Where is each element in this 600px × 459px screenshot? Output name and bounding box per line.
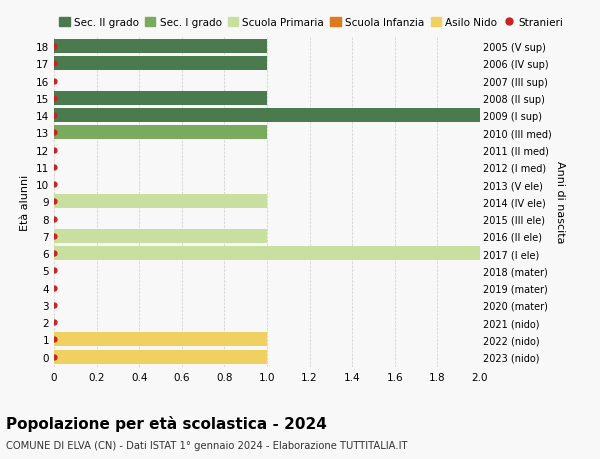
Bar (54, 92, 267, 106)
Legend: Sec. II grado, Sec. I grado, Scuola Primaria, Scuola Infanzia, Asilo Nido, Stran: Sec. II grado, Sec. I grado, Scuola Prim… (59, 18, 563, 28)
Bar (54, 40, 267, 54)
Bar (54, 109, 480, 123)
Text: Popolazione per età scolastica - 2024: Popolazione per età scolastica - 2024 (6, 415, 327, 431)
Bar (54, 230, 267, 243)
Bar (54, 57, 267, 71)
Bar (54, 350, 267, 364)
Bar (54, 126, 267, 140)
Bar (54, 195, 267, 209)
Y-axis label: Età alunni: Età alunni (20, 174, 31, 230)
Text: COMUNE DI ELVA (CN) - Dati ISTAT 1° gennaio 2024 - Elaborazione TUTTITALIA.IT: COMUNE DI ELVA (CN) - Dati ISTAT 1° genn… (6, 440, 407, 450)
Bar (54, 333, 267, 347)
Y-axis label: Anni di nascita: Anni di nascita (556, 161, 565, 243)
Bar (54, 246, 480, 261)
